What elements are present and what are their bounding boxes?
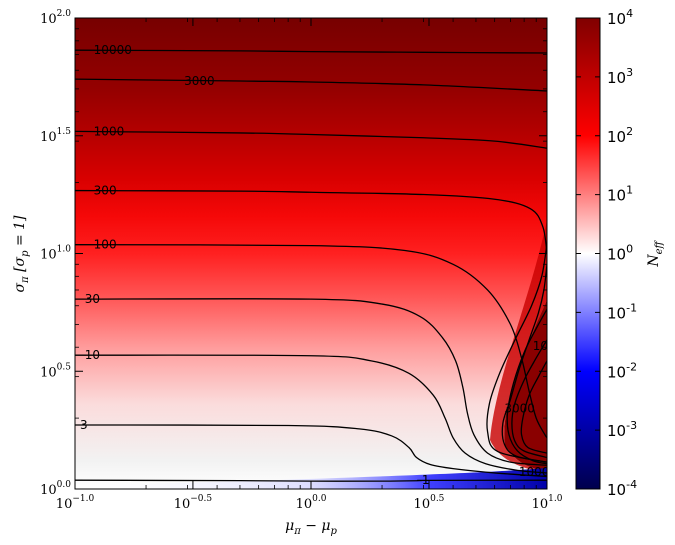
- x-tick-label: 100.5: [414, 494, 445, 512]
- colorbar-tick-label: 102: [607, 125, 633, 146]
- colorbar-tick-label: 101: [607, 184, 633, 205]
- y-tick-label: 101.5: [40, 127, 71, 145]
- contour-line-3: [75, 424, 547, 478]
- contour-line-3000: [75, 78, 547, 92]
- contour-labels: 10000 3000 1000 300 100 30 10 3 1 1000 3000 10000: [80, 43, 564, 487]
- colorbar-ticks: 104 103 102 101 100 10-1 10-2 10-3 10-4: [576, 7, 637, 499]
- heatmap-plot-area: 10000 3000 1000 300 100 30 10 3 1 1000 3000 10000: [75, 18, 564, 489]
- x-axis-label: μπ − μp: [285, 518, 337, 537]
- contour-label: 10000: [519, 465, 557, 479]
- colorbar-tick-label: 10-1: [607, 301, 637, 322]
- contour-lines: [75, 49, 547, 482]
- x-tick-label: 10−0.5: [174, 494, 213, 512]
- contour-label: 1000: [533, 339, 564, 353]
- contour-label: 300: [94, 184, 117, 198]
- x-tick-label: 101.0: [532, 494, 563, 512]
- x-axis-ticks: 10−1.0 10−0.5 100.0 100.5 101.0: [56, 18, 563, 512]
- y-tick-label: 100.0: [40, 480, 71, 498]
- x-tick-label: 10−1.0: [56, 494, 95, 512]
- contour-line-3000: [511, 339, 547, 459]
- contour-line-10: [75, 354, 547, 474]
- contour-line-1: [75, 479, 547, 482]
- contour-line-30: [75, 298, 547, 467]
- colorbar-tick-label: 104: [607, 7, 633, 28]
- contour-label: 3000: [184, 74, 215, 88]
- contour-line-100: [75, 244, 547, 439]
- y-tick-label: 101.0: [40, 245, 71, 263]
- heatmap-wedge: [504, 300, 547, 470]
- contour-line-1000: [75, 130, 547, 149]
- heatmap-base: [75, 18, 547, 489]
- contour-label: 100: [94, 238, 117, 252]
- colorbar-tick-label: 10-4: [607, 478, 637, 499]
- colorbar-tick-label: 10-3: [607, 419, 637, 440]
- contour-label: 1: [422, 473, 430, 487]
- colorbar-tick-label: 100: [607, 243, 633, 264]
- colorbar-tick-label: 10-2: [607, 360, 637, 381]
- contour-line-300: [75, 189, 547, 254]
- contour-line-10000: [520, 360, 547, 454]
- contour-label: 3: [80, 418, 88, 432]
- contour-label: 30: [85, 292, 100, 306]
- y-axis-label: σπ [σp = 1]: [12, 215, 31, 293]
- contour-line-10000: [75, 49, 547, 54]
- colorbar-tick-label: 103: [607, 66, 633, 87]
- contour-label: 10: [85, 348, 100, 362]
- x-tick-label: 100.0: [296, 494, 327, 512]
- colorbar-label: Neff: [646, 239, 665, 267]
- contour-line-1000: [501, 264, 547, 463]
- y-tick-label: 100.5: [40, 362, 71, 380]
- contour-label: 10000: [94, 43, 132, 57]
- contour-label: 1000: [94, 124, 125, 138]
- contour-label: 3000: [504, 401, 535, 415]
- contour-line-300: [486, 243, 547, 463]
- y-axis-ticks: 100.0 100.5 101.0 101.5 102.0: [40, 9, 547, 498]
- y-tick-label: 102.0: [40, 9, 71, 27]
